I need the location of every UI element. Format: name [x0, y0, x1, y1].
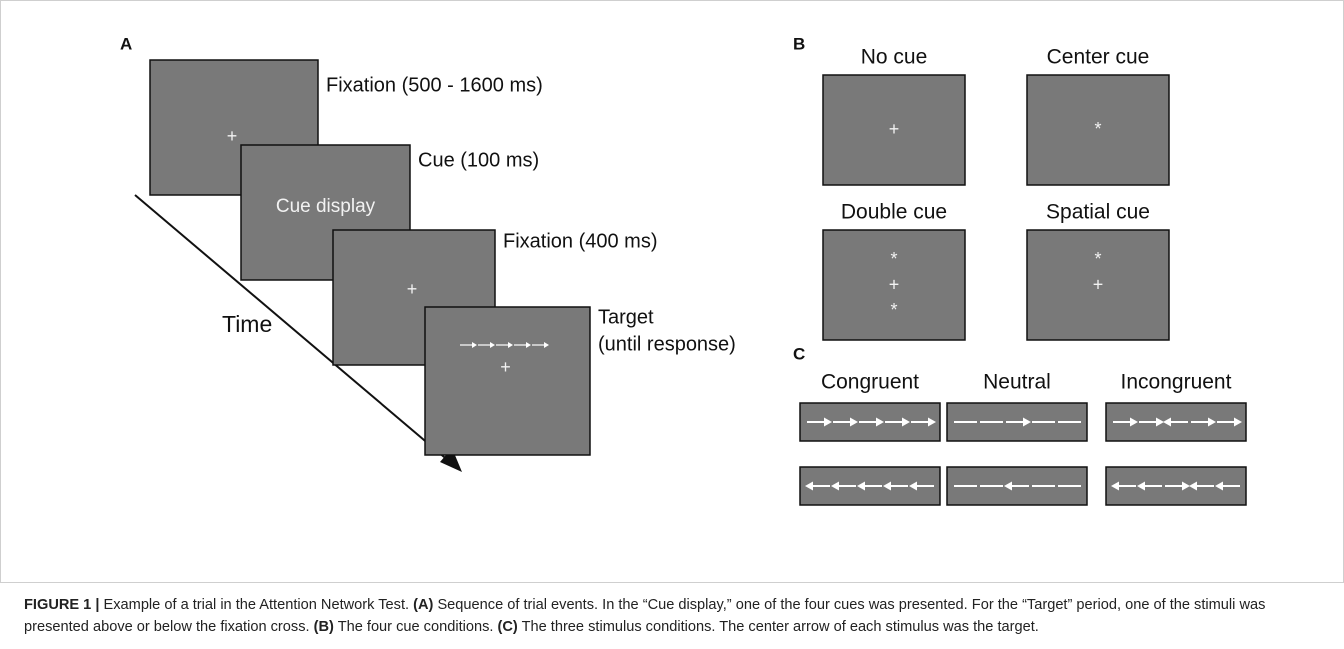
flanker-head: [1111, 481, 1119, 491]
caption-figure: FIGURE 1 |: [24, 597, 100, 613]
caption-intro: Example of a trial in the Attention Netw…: [103, 597, 410, 613]
cue-screen: [1026, 74, 1170, 186]
time-axis: [134, 194, 451, 463]
flanker-head: [928, 417, 936, 427]
caption: FIGURE 1 | Example of a trial in the Att…: [24, 594, 1324, 638]
step-label: (until response): [598, 333, 736, 355]
condition-title: Congruent: [821, 371, 919, 394]
cue-symbol: *: [890, 249, 897, 269]
cue-symbol: *: [1094, 249, 1101, 269]
condition-title: Incongruent: [1121, 371, 1232, 394]
flanker-head: [1234, 417, 1242, 427]
cue-title: No cue: [861, 46, 928, 69]
arrow-head: [490, 342, 495, 348]
caption-a-label: (A): [413, 597, 434, 613]
fixation-cross: +: [500, 357, 511, 377]
cue-title: Center cue: [1047, 46, 1150, 69]
caption-b-text: The four cue conditions.: [337, 619, 494, 635]
flanker-head: [1004, 481, 1012, 491]
flanker-head: [1215, 481, 1223, 491]
caption-b-label: (B): [313, 619, 334, 635]
flanker-head: [883, 481, 891, 491]
step-label: Fixation (400 ms): [503, 230, 658, 252]
arrow-head: [472, 342, 477, 348]
cue-screen: [822, 229, 966, 341]
flanker-head: [1137, 481, 1145, 491]
caption-a-text: Sequence of trial events. In the “Cue di…: [24, 597, 1266, 635]
flanker-head: [1189, 481, 1197, 491]
flanker-head: [876, 417, 884, 427]
step-label: Fixation (500 - 1600 ms): [326, 74, 543, 96]
step-label: Cue (100 ms): [418, 149, 539, 171]
cue-symbol: *: [890, 300, 897, 320]
cue-title: Double cue: [841, 201, 947, 224]
cue-display-text: Cue display: [276, 196, 376, 217]
caption-c-label: (C): [497, 619, 518, 635]
flanker-head: [1208, 417, 1216, 427]
cue-title: Spatial cue: [1046, 201, 1150, 224]
flanker-head: [824, 417, 832, 427]
time-arrowhead: [440, 448, 462, 472]
arrow-head: [544, 342, 549, 348]
flanker-head: [902, 417, 910, 427]
fixation-cross: +: [227, 126, 238, 146]
flanker-head: [1156, 417, 1164, 427]
flanker-head: [1163, 417, 1171, 427]
condition-title: Neutral: [983, 371, 1051, 394]
flanker-head: [1023, 417, 1031, 427]
flanker-head: [850, 417, 858, 427]
caption-c-text: The three stimulus conditions. The cente…: [521, 619, 1039, 635]
stimulus-screen: [424, 306, 591, 456]
panel-label: C: [793, 344, 805, 363]
cue-symbol: *: [1094, 119, 1101, 139]
time-label: Time: [222, 311, 272, 337]
flanker-head: [1182, 481, 1190, 491]
flanker-head: [831, 481, 839, 491]
flanker-head: [909, 481, 917, 491]
cue-symbol: +: [889, 119, 900, 139]
cue-screen: [822, 74, 966, 186]
flanker-head: [857, 481, 865, 491]
arrow-head: [508, 342, 513, 348]
fixation-cross: +: [407, 279, 418, 299]
flanker-head: [805, 481, 813, 491]
figure: A Fixation (500 - 1600 ms) + Cue (100 ms) Cu…: [0, 0, 1344, 583]
cue-screen: [1026, 229, 1170, 341]
flanker-head: [1130, 417, 1138, 427]
arrow-head: [526, 342, 531, 348]
cue-symbol: +: [1093, 274, 1104, 294]
panel-label: A: [120, 34, 132, 53]
cue-symbol: +: [889, 274, 900, 294]
panel-label: B: [793, 34, 805, 53]
step-label: Target: [598, 306, 654, 328]
